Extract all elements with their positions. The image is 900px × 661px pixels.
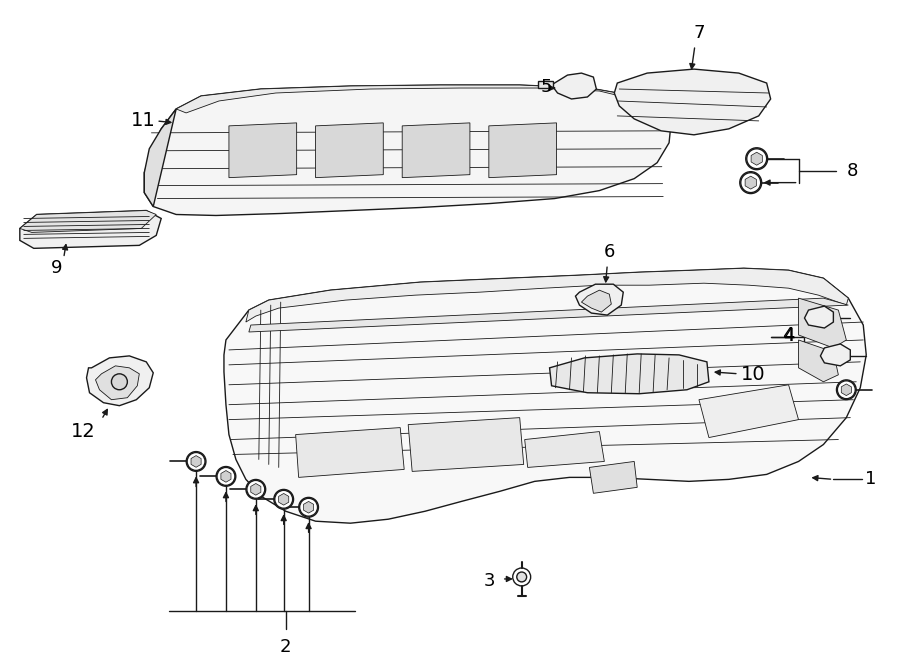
Polygon shape	[525, 432, 604, 467]
Polygon shape	[20, 210, 161, 249]
Polygon shape	[220, 471, 231, 483]
Polygon shape	[798, 298, 846, 348]
Text: 4: 4	[783, 327, 795, 345]
Circle shape	[741, 173, 760, 192]
Polygon shape	[251, 483, 261, 495]
Polygon shape	[745, 176, 756, 189]
Circle shape	[517, 572, 526, 582]
Text: 11: 11	[130, 112, 156, 130]
Text: 6: 6	[604, 243, 615, 261]
Circle shape	[746, 148, 768, 170]
Circle shape	[216, 467, 236, 486]
Circle shape	[247, 481, 265, 498]
Polygon shape	[176, 85, 659, 113]
Polygon shape	[615, 69, 770, 135]
Polygon shape	[229, 123, 297, 178]
Polygon shape	[95, 366, 140, 400]
Text: 8: 8	[847, 162, 858, 180]
Circle shape	[300, 498, 318, 516]
Polygon shape	[805, 306, 833, 328]
Polygon shape	[821, 344, 850, 366]
Circle shape	[513, 568, 531, 586]
Circle shape	[217, 467, 235, 485]
Text: 7: 7	[693, 24, 705, 42]
Polygon shape	[402, 123, 470, 178]
Text: 12: 12	[71, 422, 96, 441]
Circle shape	[747, 149, 767, 169]
Circle shape	[837, 381, 855, 399]
Text: 10: 10	[741, 366, 765, 384]
Polygon shape	[575, 284, 624, 315]
Polygon shape	[699, 385, 798, 438]
Polygon shape	[248, 298, 849, 332]
Polygon shape	[144, 109, 176, 206]
Circle shape	[836, 380, 856, 400]
Polygon shape	[191, 455, 201, 467]
Text: 4: 4	[782, 327, 795, 346]
Circle shape	[274, 489, 293, 509]
Polygon shape	[798, 340, 839, 382]
Polygon shape	[279, 494, 289, 505]
Text: 1: 1	[865, 471, 876, 488]
Polygon shape	[246, 268, 849, 322]
Polygon shape	[590, 461, 637, 493]
Polygon shape	[296, 428, 404, 477]
Circle shape	[112, 374, 128, 390]
Polygon shape	[409, 418, 524, 471]
Polygon shape	[537, 81, 553, 88]
Polygon shape	[550, 354, 709, 394]
Polygon shape	[489, 123, 556, 178]
Polygon shape	[86, 356, 153, 406]
Polygon shape	[144, 85, 671, 215]
Polygon shape	[224, 268, 866, 524]
Circle shape	[274, 490, 292, 508]
Text: 9: 9	[51, 259, 62, 277]
Circle shape	[187, 453, 205, 471]
Circle shape	[246, 479, 266, 499]
Circle shape	[740, 172, 761, 194]
Polygon shape	[752, 152, 762, 165]
Circle shape	[186, 451, 206, 471]
Text: 2: 2	[280, 638, 292, 656]
Polygon shape	[303, 502, 313, 513]
Polygon shape	[842, 384, 851, 395]
Polygon shape	[552, 73, 597, 99]
Text: 5: 5	[541, 78, 553, 96]
Polygon shape	[581, 290, 611, 312]
Polygon shape	[20, 210, 157, 233]
Polygon shape	[316, 123, 383, 178]
Circle shape	[299, 497, 319, 517]
Text: 3: 3	[484, 572, 496, 590]
